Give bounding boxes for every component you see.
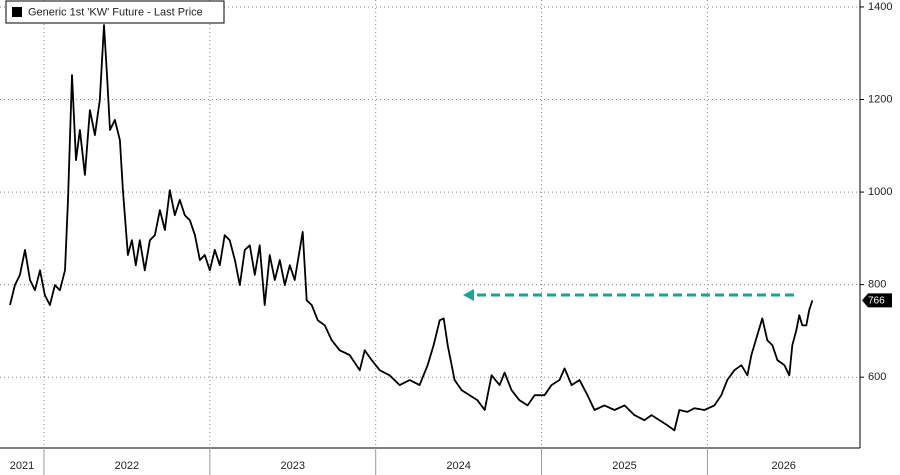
y-tick-label: 1400 xyxy=(868,1,892,13)
y-tick-label: 1000 xyxy=(868,186,892,198)
target-arrow xyxy=(463,289,794,301)
last-price-label: 766 xyxy=(868,296,885,307)
x-tick-label: 2024 xyxy=(446,460,470,472)
legend-label: Generic 1st 'KW' Future - Last Price xyxy=(28,6,203,18)
legend-box xyxy=(5,0,225,24)
legend: Generic 1st 'KW' Future - Last Price xyxy=(5,0,225,24)
y-tick-label: 600 xyxy=(868,371,886,383)
price-line xyxy=(9,24,814,432)
x-tick-label: 2026 xyxy=(771,460,795,472)
y-tick-label: 800 xyxy=(868,279,886,291)
x-tick-label: 2021 xyxy=(10,460,34,472)
x-tick-label: 2022 xyxy=(115,460,139,472)
y-tick-label: 1200 xyxy=(868,93,892,105)
legend-swatch xyxy=(12,7,22,17)
grid xyxy=(0,0,860,448)
arrow-head xyxy=(463,289,474,301)
last-price-tag xyxy=(862,293,892,308)
x-tick-label: 2023 xyxy=(281,460,305,472)
x-tick-label: 2025 xyxy=(612,460,636,472)
